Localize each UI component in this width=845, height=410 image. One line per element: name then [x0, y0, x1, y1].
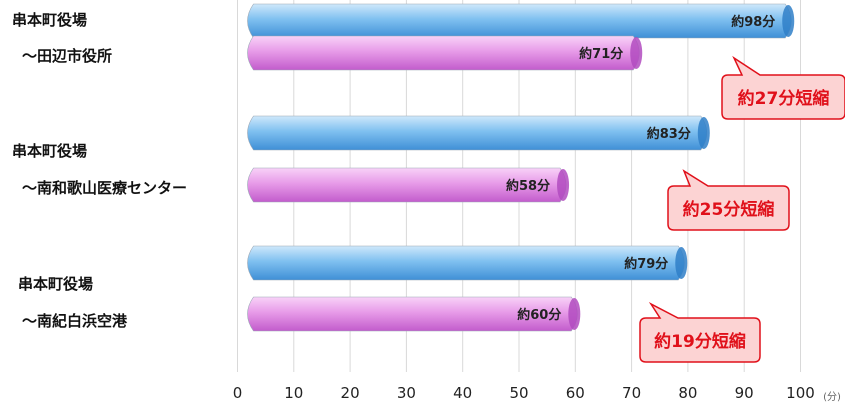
category-label-1-line2: ～田辺市役所: [22, 47, 113, 65]
callout-text-1: 約27分短縮: [738, 88, 830, 109]
callout-bubble-1: [721, 55, 845, 120]
bar-cap-s1-c2: [697, 117, 710, 149]
x-axis-unit: (分): [823, 391, 841, 403]
bar-cap-s1-c1: [782, 5, 795, 37]
bar-cap-s2-c3: [568, 298, 581, 330]
x-tick-label-40: 40: [453, 384, 472, 402]
callout-text-2: 約25分短縮: [683, 199, 775, 220]
x-tick-label-70: 70: [622, 384, 641, 402]
bar-s1-c3: [247, 245, 685, 281]
category-label-2-line2: ～南和歌山医療センター: [22, 179, 188, 197]
bar-s1-c2: [247, 115, 708, 151]
data-label-s1-c3: 約79分: [624, 256, 668, 272]
x-tick-label-10: 10: [284, 384, 303, 402]
bar-cap-s1-c3: [675, 247, 688, 279]
x-tick-label-0: 0: [233, 384, 243, 402]
x-tick-label-50: 50: [509, 384, 528, 402]
data-label-s1-c2: 約83分: [647, 126, 691, 142]
x-tick-label-90: 90: [735, 384, 754, 402]
callout-bubble-2: [667, 169, 790, 231]
bar-cap-s2-c1: [630, 37, 643, 69]
x-tick-label-20: 20: [341, 384, 360, 402]
callout-text-3: 約19分短縮: [654, 331, 746, 352]
data-label-s2-c1: 約71分: [579, 46, 623, 62]
category-label-1-line1: 串本町役場: [12, 11, 88, 29]
x-tick-label-60: 60: [566, 384, 585, 402]
bar-s1-c1: [247, 3, 792, 39]
category-label-2-line1: 串本町役場: [12, 142, 88, 160]
x-tick-label-80: 80: [678, 384, 697, 402]
bar-cap-s2-c2: [557, 169, 570, 201]
category-label-3-line1: 串本町役場: [18, 275, 94, 293]
data-label-s1-c1: 約98分: [731, 14, 775, 30]
data-label-s2-c3: 約60分: [517, 307, 561, 323]
x-tick-label-100: 100: [786, 384, 815, 402]
x-tick-label-30: 30: [397, 384, 416, 402]
data-label-s2-c2: 約58分: [506, 178, 550, 194]
category-label-3-line2: ～南紀白浜空港: [22, 312, 128, 330]
callout-bubble-3: [639, 302, 761, 363]
